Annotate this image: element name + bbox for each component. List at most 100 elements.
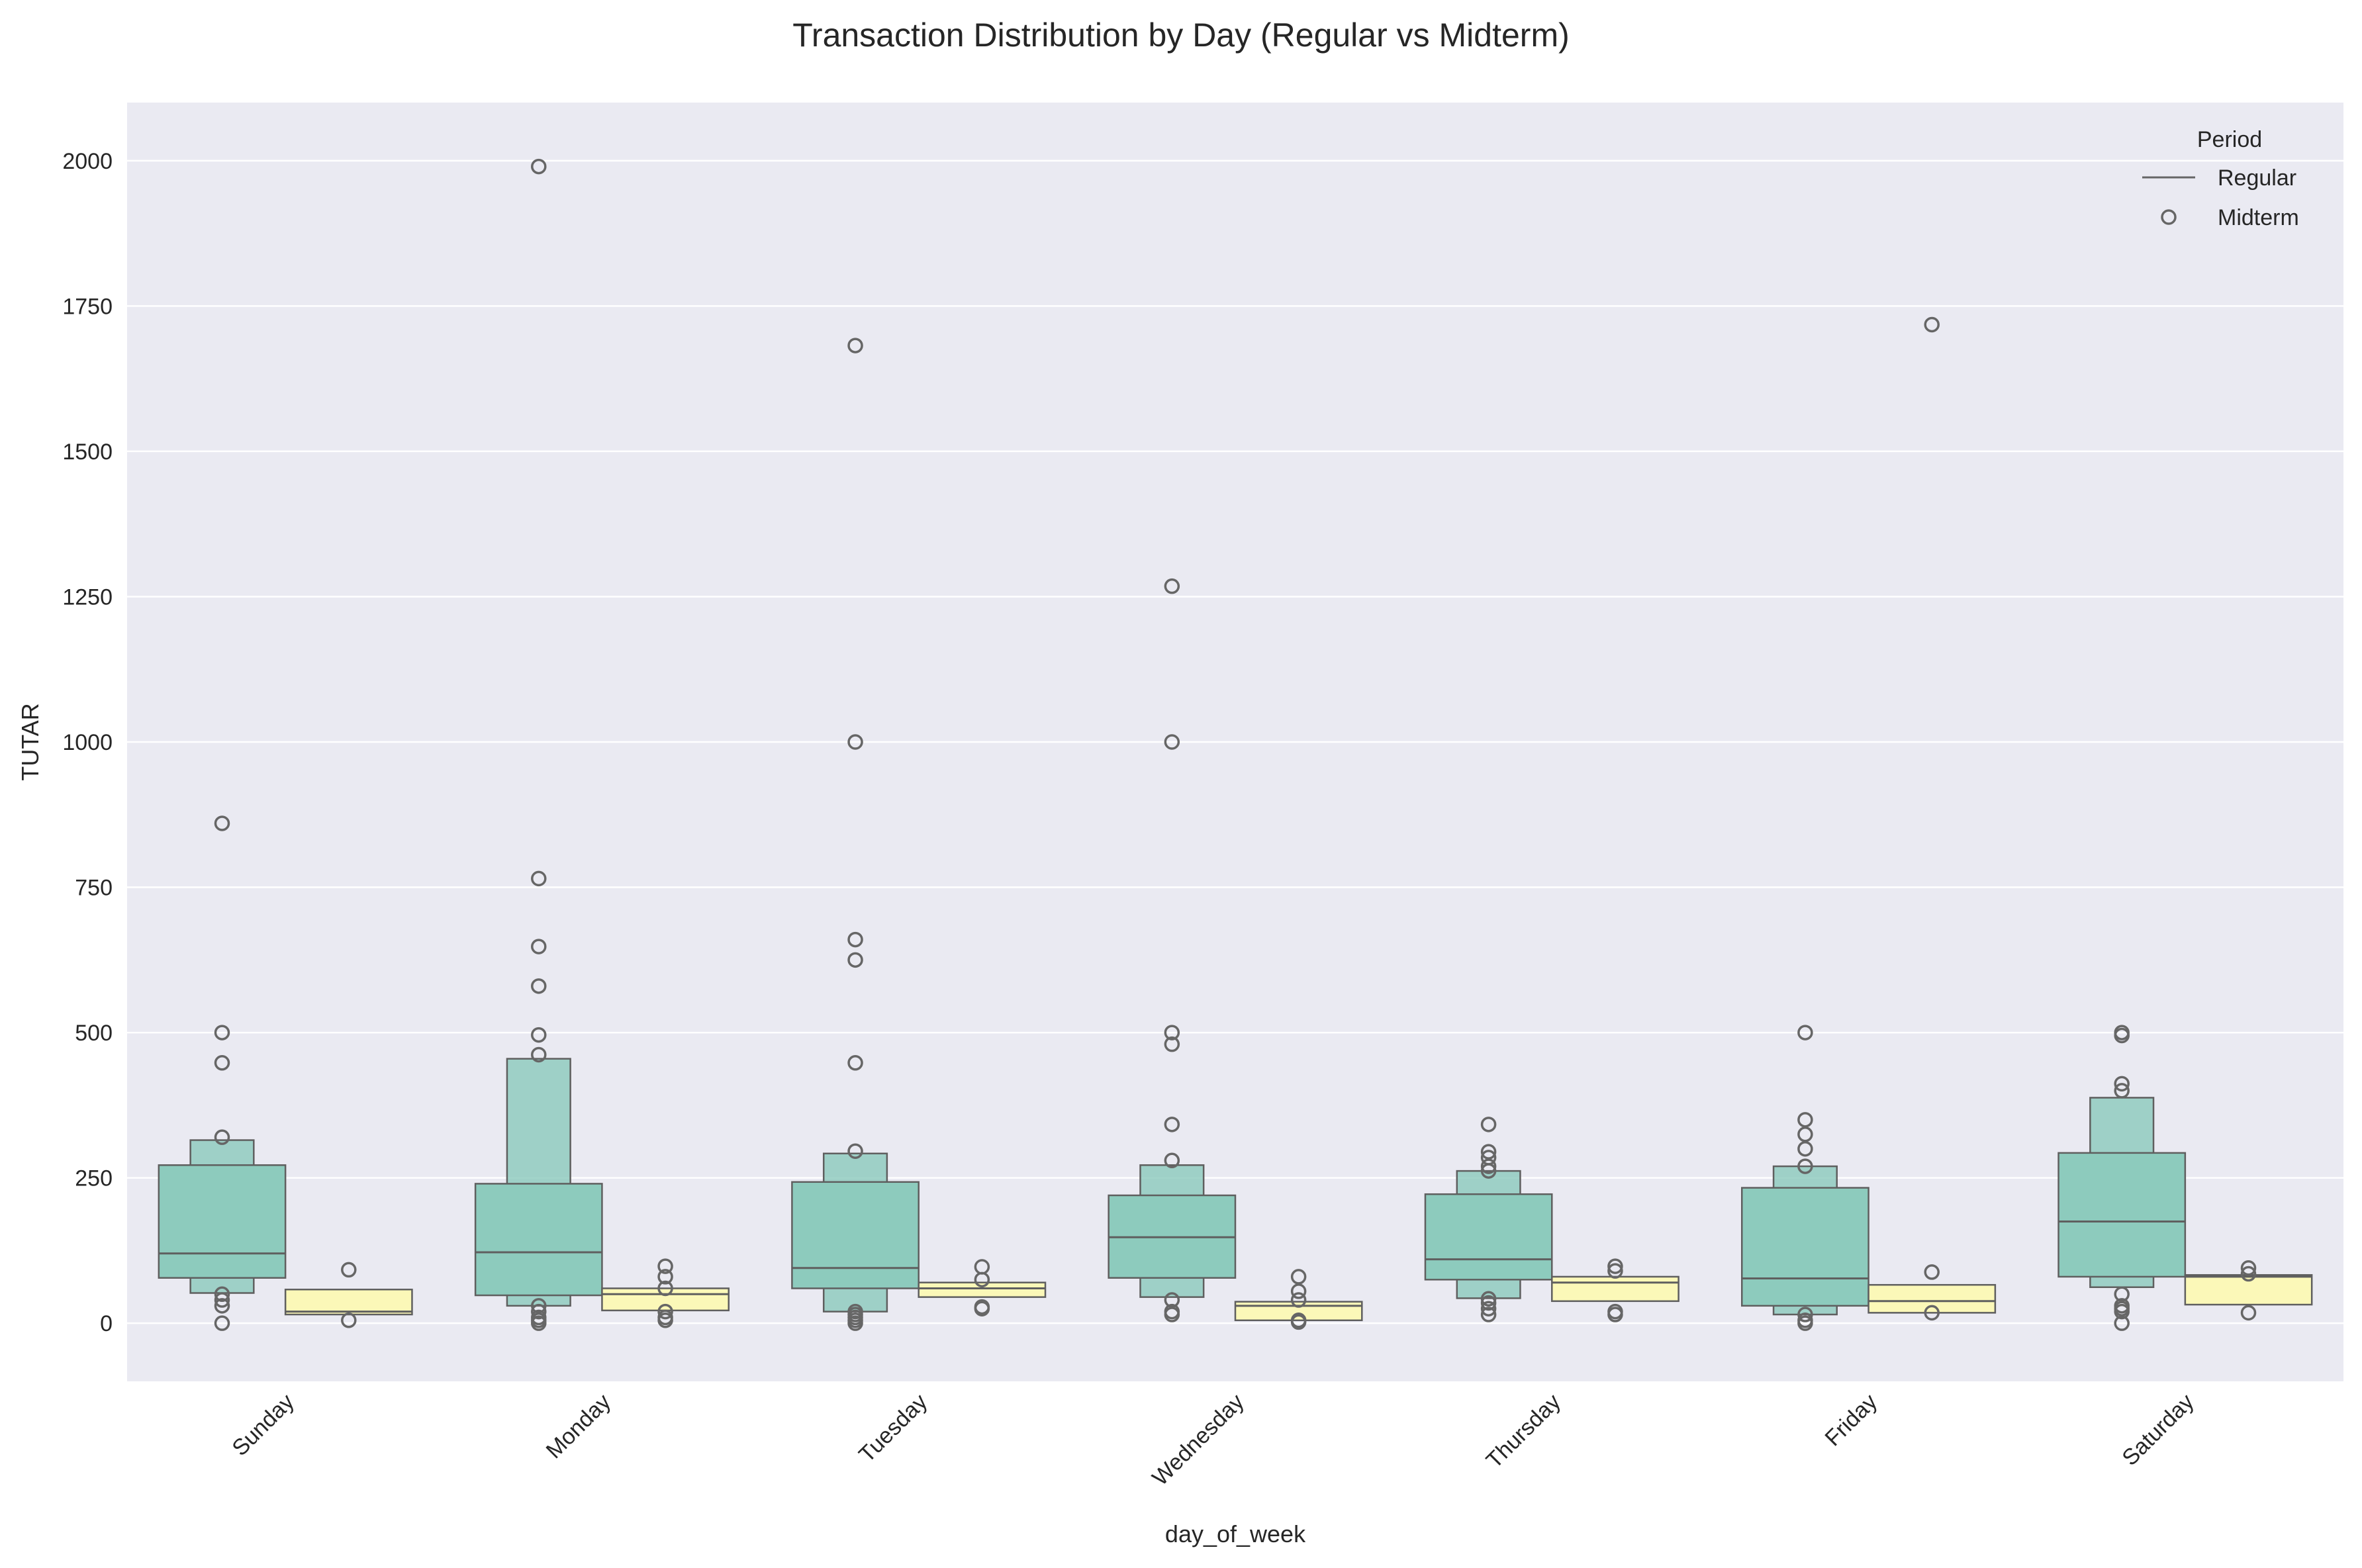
outlier-point bbox=[214, 1055, 230, 1071]
boxen-box bbox=[1551, 1275, 1679, 1303]
outlier-point bbox=[214, 1315, 230, 1331]
outlier-point bbox=[1480, 1144, 1497, 1160]
outlier-point bbox=[214, 1129, 230, 1145]
boxen-box bbox=[1424, 1193, 1553, 1281]
outlier-point bbox=[341, 1262, 357, 1278]
outlier-point bbox=[1480, 1307, 1497, 1322]
outlier-point bbox=[847, 952, 863, 968]
outlier-point bbox=[1797, 1127, 1813, 1142]
boxen-box bbox=[601, 1287, 730, 1312]
legend-regular-label: Regular bbox=[2218, 165, 2296, 191]
outlier-point bbox=[1164, 734, 1180, 750]
legend-title: Period bbox=[2197, 127, 2262, 152]
outlier-point bbox=[1164, 1117, 1180, 1132]
outlier-point bbox=[1480, 1163, 1497, 1179]
outlier-point bbox=[531, 1315, 547, 1331]
boxen-marks bbox=[158, 1058, 2313, 1322]
boxen-box bbox=[1741, 1187, 1869, 1307]
outlier-point bbox=[1924, 1305, 1940, 1321]
boxen-box bbox=[158, 1164, 287, 1279]
outlier-point bbox=[2240, 1266, 2257, 1282]
chart-title: Transaction Distribution by Day (Regular… bbox=[792, 17, 1570, 54]
outlier-point bbox=[847, 1143, 863, 1159]
boxen-box bbox=[791, 1181, 920, 1289]
outlier-point bbox=[1797, 1307, 1813, 1322]
outlier-point bbox=[1797, 1158, 1813, 1174]
outlier-point bbox=[1797, 1112, 1813, 1128]
outlier-point bbox=[2114, 1286, 2130, 1303]
outlier-point bbox=[2114, 1076, 2130, 1092]
outlier-point bbox=[1480, 1295, 1497, 1311]
outlier-point bbox=[1290, 1269, 1307, 1285]
outlier-point bbox=[1607, 1258, 1623, 1274]
outlier-point bbox=[214, 1298, 230, 1314]
outlier-point bbox=[657, 1280, 673, 1297]
outlier-point bbox=[847, 931, 863, 948]
y-tick-labels: 0 250 500 750 1000 1250 1500 1750 2000 bbox=[62, 149, 113, 1336]
outlier-point bbox=[214, 815, 230, 831]
outlier-points bbox=[214, 158, 2257, 1331]
outlier-point bbox=[1797, 1315, 1813, 1331]
boxen-box bbox=[1867, 1283, 1997, 1314]
outlier-point bbox=[1924, 316, 1940, 333]
outlier-point bbox=[2114, 1315, 2130, 1331]
outlier-point bbox=[1164, 1036, 1180, 1052]
outlier-point bbox=[1164, 1292, 1180, 1308]
outlier-point bbox=[2114, 1027, 2130, 1044]
y-tick-label: 500 bbox=[75, 1021, 113, 1046]
outlier-point bbox=[657, 1269, 673, 1285]
outlier-point bbox=[1164, 1152, 1180, 1169]
outlier-point bbox=[341, 1313, 357, 1328]
outlier-point bbox=[1290, 1292, 1307, 1308]
x-axis-label: day_of_week bbox=[1165, 1520, 1306, 1547]
outlier-point bbox=[1607, 1307, 1623, 1322]
outlier-point bbox=[1607, 1263, 1623, 1279]
outlier-point bbox=[847, 1055, 863, 1071]
outlier-point bbox=[847, 734, 863, 750]
outlier-point bbox=[531, 1303, 547, 1320]
outlier-point bbox=[657, 1313, 673, 1328]
outlier-point bbox=[1480, 1158, 1497, 1174]
outlier-point bbox=[2114, 1083, 2130, 1099]
legend-midterm-label: Midterm bbox=[2218, 205, 2299, 230]
y-tick-label: 1000 bbox=[62, 730, 113, 755]
boxen-box bbox=[918, 1281, 1047, 1298]
y-tick-label: 1250 bbox=[62, 584, 113, 610]
outlier-point bbox=[531, 1298, 547, 1314]
outlier-point bbox=[974, 1301, 990, 1316]
boxen-box bbox=[474, 1183, 603, 1297]
y-tick-label: 1500 bbox=[62, 439, 113, 465]
outlier-point bbox=[1164, 1025, 1180, 1040]
outlier-point bbox=[657, 1258, 673, 1274]
legend: Period Regular Midterm bbox=[2142, 127, 2299, 230]
outlier-point bbox=[531, 158, 547, 175]
outlier-point bbox=[531, 1027, 547, 1043]
outlier-point bbox=[1480, 1301, 1497, 1316]
outlier-point bbox=[531, 870, 547, 887]
outlier-point bbox=[214, 1292, 230, 1308]
y-tick-label: 0 bbox=[100, 1311, 113, 1336]
outlier-point bbox=[2240, 1305, 2257, 1321]
outlier-point bbox=[974, 1271, 990, 1288]
outlier-point bbox=[1164, 1307, 1180, 1322]
boxen-box bbox=[284, 1288, 413, 1316]
outlier-point bbox=[657, 1303, 673, 1320]
outlier-point bbox=[847, 1315, 863, 1331]
outlier-point bbox=[1290, 1283, 1307, 1299]
outlier-point bbox=[531, 939, 547, 954]
outlier-point bbox=[1480, 1117, 1497, 1132]
boxen-box bbox=[2057, 1152, 2187, 1278]
legend-midterm-marker bbox=[2161, 209, 2177, 225]
outlier-point bbox=[531, 978, 547, 994]
y-tick-label: 2000 bbox=[62, 149, 113, 174]
outlier-point bbox=[2240, 1260, 2257, 1276]
y-tick-label: 750 bbox=[75, 876, 113, 901]
boxen-box bbox=[1234, 1301, 1363, 1322]
y-tick-label: 1750 bbox=[62, 294, 113, 319]
outlier-point bbox=[1797, 1140, 1813, 1157]
outlier-point bbox=[847, 338, 863, 353]
outlier-point bbox=[1924, 1264, 1940, 1280]
outlier-point bbox=[214, 1025, 230, 1040]
y-axis-label: TUTAR bbox=[17, 703, 44, 780]
